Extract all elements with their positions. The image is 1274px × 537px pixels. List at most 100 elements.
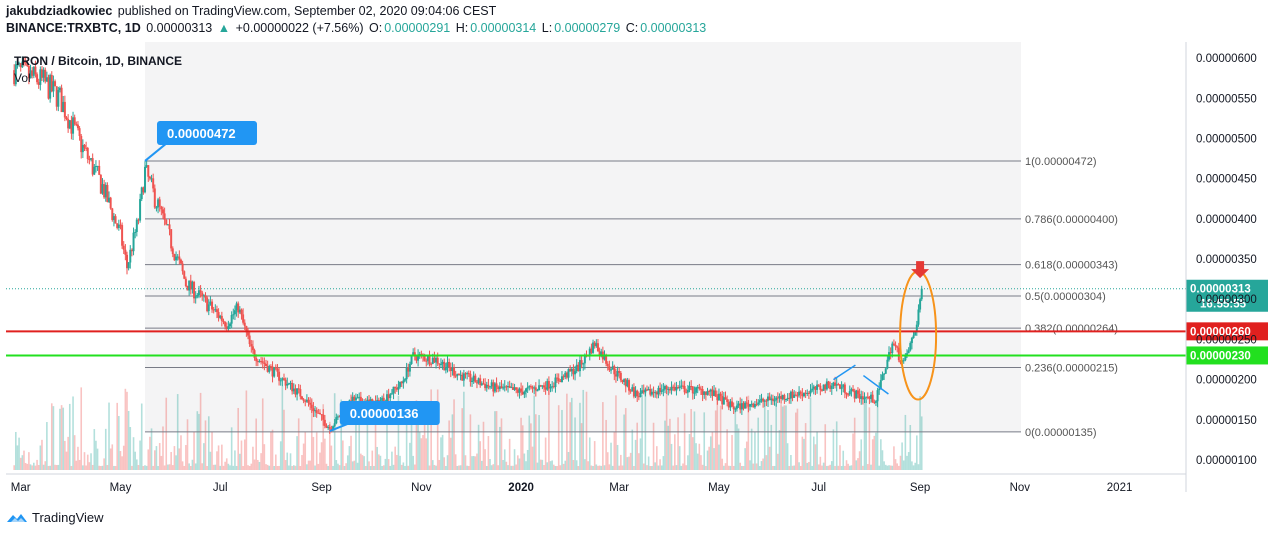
- candle-body: [544, 387, 547, 390]
- volume-bar: [510, 465, 513, 470]
- volume-bar: [472, 456, 475, 470]
- author-name[interactable]: jakubdziadkowiec: [6, 4, 113, 18]
- candle-body: [485, 384, 488, 389]
- candle-body: [188, 280, 191, 291]
- volume-bar: [708, 446, 710, 470]
- candle-body: [132, 232, 135, 252]
- volume-bar: [394, 446, 396, 470]
- volume-bar: [517, 455, 519, 470]
- volume-bar: [853, 417, 856, 470]
- volume-bar: [520, 417, 522, 470]
- volume-bar: [587, 461, 589, 470]
- fib-level-label: 0.5(0.00000304): [1025, 291, 1106, 303]
- volume-bar: [171, 465, 174, 470]
- candle-body: [402, 380, 405, 384]
- volume-bar: [32, 462, 35, 470]
- candle-body: [323, 419, 326, 426]
- candle-body: [292, 388, 295, 392]
- candle-body: [668, 389, 671, 391]
- volume-bar: [253, 459, 256, 470]
- volume-bar: [55, 465, 58, 470]
- candle-body: [685, 392, 688, 394]
- volume-bar: [338, 465, 341, 470]
- volume-bar: [255, 418, 257, 470]
- published-text: published on TradingView.com, September …: [117, 4, 497, 18]
- volume-bar: [425, 438, 428, 470]
- candle-body: [147, 165, 150, 177]
- volume-bar: [315, 432, 318, 470]
- candle-body: [26, 63, 29, 66]
- volume-bar: [724, 463, 727, 470]
- volume-bar: [34, 465, 37, 470]
- volume-bar: [598, 465, 601, 470]
- candle-body: [897, 347, 900, 361]
- candle-body: [763, 400, 766, 402]
- candle-body: [98, 165, 101, 175]
- candle-body: [474, 375, 477, 383]
- volume-bar: [351, 461, 354, 470]
- volume-bar: [656, 446, 658, 470]
- volume-bar: [415, 400, 418, 470]
- candle-body: [88, 159, 91, 161]
- volume-bar: [286, 452, 289, 470]
- trendline: [862, 374, 889, 395]
- volume-bar: [404, 465, 406, 470]
- volume-bar: [433, 464, 436, 470]
- volume-bar: [512, 465, 514, 470]
- volume-bar: [271, 429, 274, 470]
- volume-bar: [561, 409, 563, 470]
- candle-body: [824, 384, 827, 390]
- candle-body: [583, 354, 586, 364]
- candle-body: [596, 343, 599, 352]
- fib-level-label: 0.236(0.00000215): [1025, 363, 1118, 375]
- volume-bar: [24, 462, 27, 470]
- candle-body: [742, 403, 745, 409]
- volume-bar: [832, 429, 835, 470]
- candle-body: [739, 403, 742, 410]
- volume-bar: [173, 446, 176, 470]
- volume-bar: [734, 406, 737, 470]
- volume-bar: [461, 408, 464, 470]
- candle-body: [623, 379, 626, 382]
- candle-body: [134, 232, 137, 234]
- candle-body: [807, 392, 810, 394]
- volume-bar: [345, 463, 347, 470]
- volume-bar: [368, 461, 370, 470]
- volume-bar: [248, 465, 251, 470]
- candle-body: [884, 368, 887, 374]
- volume-bar: [726, 429, 728, 470]
- candle-body: [732, 406, 735, 410]
- candle-body: [423, 356, 426, 361]
- volume-bar: [224, 461, 226, 470]
- candle-body: [760, 398, 763, 401]
- candle-body: [526, 387, 529, 389]
- volume-bar: [871, 439, 874, 470]
- candle-body: [94, 166, 97, 168]
- candle-body: [24, 62, 27, 64]
- volume-bar: [100, 465, 102, 470]
- candle-body: [395, 388, 398, 390]
- candle-body: [480, 383, 483, 386]
- volume-bar: [499, 426, 501, 470]
- volume-bar: [626, 457, 629, 470]
- volume-bar: [747, 395, 750, 470]
- tradingview-logo-icon[interactable]: [6, 511, 28, 525]
- tradingview-brand[interactable]: TradingView: [32, 510, 104, 525]
- volume-bar: [528, 415, 531, 470]
- candle-body: [825, 381, 828, 390]
- price-tag: [1186, 346, 1268, 365]
- volume-bar: [459, 465, 462, 470]
- volume-bar: [593, 441, 596, 470]
- volume-bar: [822, 462, 825, 470]
- candle-body: [211, 301, 214, 310]
- candle-body: [610, 369, 613, 371]
- candle-body: [40, 69, 43, 78]
- volume-bar: [829, 464, 831, 470]
- candle-body: [829, 385, 832, 389]
- volume-bar: [31, 465, 33, 470]
- candle-body: [873, 401, 876, 403]
- candle-body: [770, 398, 773, 401]
- candle-body: [562, 376, 565, 378]
- volume-bar: [781, 406, 784, 470]
